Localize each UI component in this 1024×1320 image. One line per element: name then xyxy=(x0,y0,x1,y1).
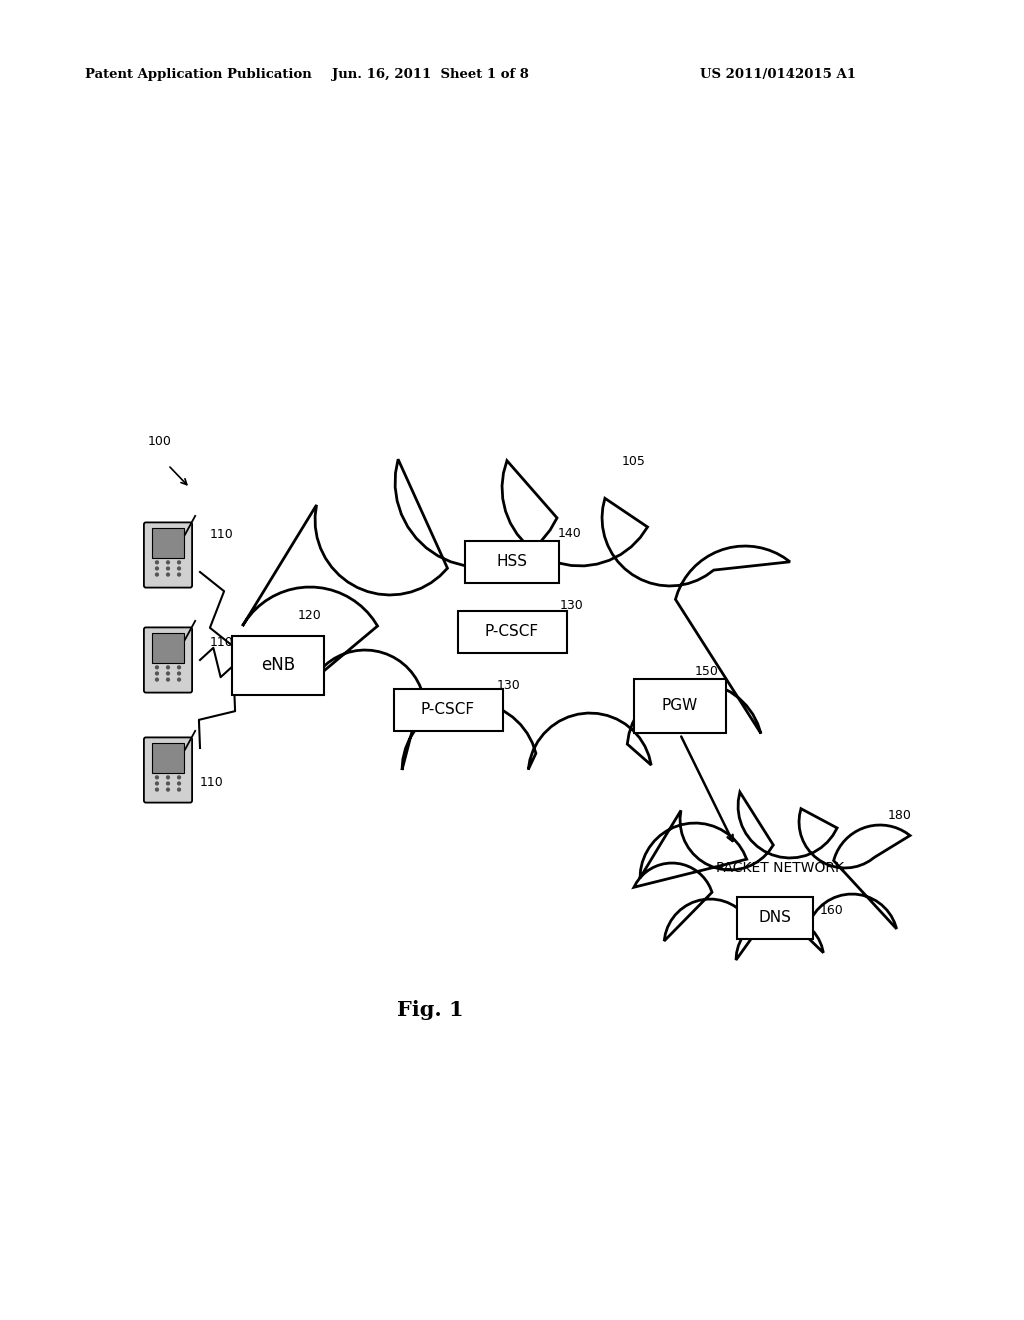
Circle shape xyxy=(166,560,170,565)
Circle shape xyxy=(166,788,170,792)
PathPatch shape xyxy=(634,792,910,960)
FancyBboxPatch shape xyxy=(393,689,503,731)
Circle shape xyxy=(155,566,159,570)
Circle shape xyxy=(166,781,170,785)
Circle shape xyxy=(166,677,170,681)
FancyBboxPatch shape xyxy=(458,611,566,653)
Circle shape xyxy=(177,677,181,681)
Circle shape xyxy=(166,573,170,577)
FancyBboxPatch shape xyxy=(144,523,193,587)
Text: 110: 110 xyxy=(200,776,224,788)
Circle shape xyxy=(177,566,181,570)
Text: Jun. 16, 2011  Sheet 1 of 8: Jun. 16, 2011 Sheet 1 of 8 xyxy=(332,69,528,81)
Text: 105: 105 xyxy=(622,455,646,469)
Circle shape xyxy=(155,781,159,785)
FancyBboxPatch shape xyxy=(465,541,559,583)
FancyBboxPatch shape xyxy=(737,898,813,939)
Circle shape xyxy=(155,573,159,577)
Text: 100: 100 xyxy=(148,436,172,447)
Text: 120: 120 xyxy=(298,609,322,622)
Circle shape xyxy=(155,665,159,669)
Circle shape xyxy=(155,677,159,681)
Text: 110: 110 xyxy=(210,528,233,541)
FancyBboxPatch shape xyxy=(144,738,193,803)
Text: 130: 130 xyxy=(560,599,584,612)
Circle shape xyxy=(177,665,181,669)
Text: 160: 160 xyxy=(820,903,844,916)
Text: 130: 130 xyxy=(497,678,521,692)
Text: Fig. 1: Fig. 1 xyxy=(396,1001,463,1020)
FancyBboxPatch shape xyxy=(152,634,184,663)
Text: P-CSCF: P-CSCF xyxy=(421,702,475,718)
Circle shape xyxy=(177,672,181,676)
Circle shape xyxy=(166,672,170,676)
FancyBboxPatch shape xyxy=(634,678,726,733)
FancyBboxPatch shape xyxy=(144,627,193,693)
Text: 110: 110 xyxy=(210,636,233,649)
Text: 140: 140 xyxy=(558,527,582,540)
Text: PACKET NETWORK: PACKET NETWORK xyxy=(716,861,844,875)
Circle shape xyxy=(177,781,181,785)
Circle shape xyxy=(166,775,170,780)
Circle shape xyxy=(166,665,170,669)
Circle shape xyxy=(177,560,181,565)
Circle shape xyxy=(155,560,159,565)
Circle shape xyxy=(177,775,181,780)
Circle shape xyxy=(177,573,181,577)
Text: US 2011/0142015 A1: US 2011/0142015 A1 xyxy=(700,69,856,81)
FancyBboxPatch shape xyxy=(152,528,184,558)
Text: DNS: DNS xyxy=(759,911,792,925)
Circle shape xyxy=(155,788,159,792)
Circle shape xyxy=(155,672,159,676)
FancyBboxPatch shape xyxy=(232,635,324,694)
Text: eNB: eNB xyxy=(261,656,295,675)
Text: 180: 180 xyxy=(888,809,912,822)
Circle shape xyxy=(177,788,181,792)
Text: HSS: HSS xyxy=(497,554,527,569)
Text: Patent Application Publication: Patent Application Publication xyxy=(85,69,311,81)
Text: P-CSCF: P-CSCF xyxy=(485,624,539,639)
PathPatch shape xyxy=(243,459,790,770)
Text: 150: 150 xyxy=(695,665,719,678)
Circle shape xyxy=(155,775,159,780)
Circle shape xyxy=(166,566,170,570)
Text: PGW: PGW xyxy=(662,698,698,714)
FancyBboxPatch shape xyxy=(152,743,184,772)
